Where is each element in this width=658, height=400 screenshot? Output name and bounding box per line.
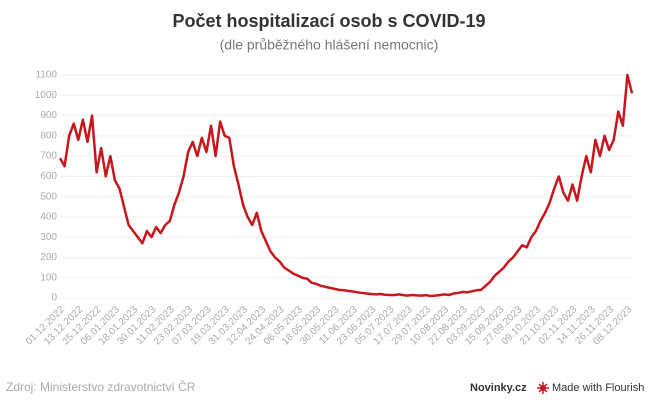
y-tick-label: 0 [51, 293, 57, 304]
y-tick-label: 100 [40, 272, 57, 283]
chart-title: Počet hospitalizací osob s COVID-19 [172, 11, 485, 31]
chart-subtitle: (dle průběžného hlášení nemocnic) [220, 37, 439, 53]
y-tick-label: 1100 [35, 70, 57, 81]
y-tick-label: 200 [40, 252, 57, 263]
y-tick-label: 600 [40, 171, 57, 182]
y-tick-label: 300 [40, 232, 57, 243]
source-note: Zdroj: Ministerstvo zdravotnictví ČR [6, 379, 196, 394]
credit[interactable]: Made with Flourish [552, 382, 644, 394]
brand: Novinky.cz [470, 382, 527, 394]
y-tick-label: 400 [40, 212, 57, 223]
y-tick-label: 500 [40, 191, 57, 202]
y-tick-label: 1000 [35, 90, 58, 101]
y-tick-label: 700 [40, 151, 57, 162]
y-tick-label: 900 [40, 110, 57, 121]
data-line [58, 73, 634, 298]
y-tick-label: 800 [40, 130, 57, 141]
flourish-logo [537, 382, 549, 394]
